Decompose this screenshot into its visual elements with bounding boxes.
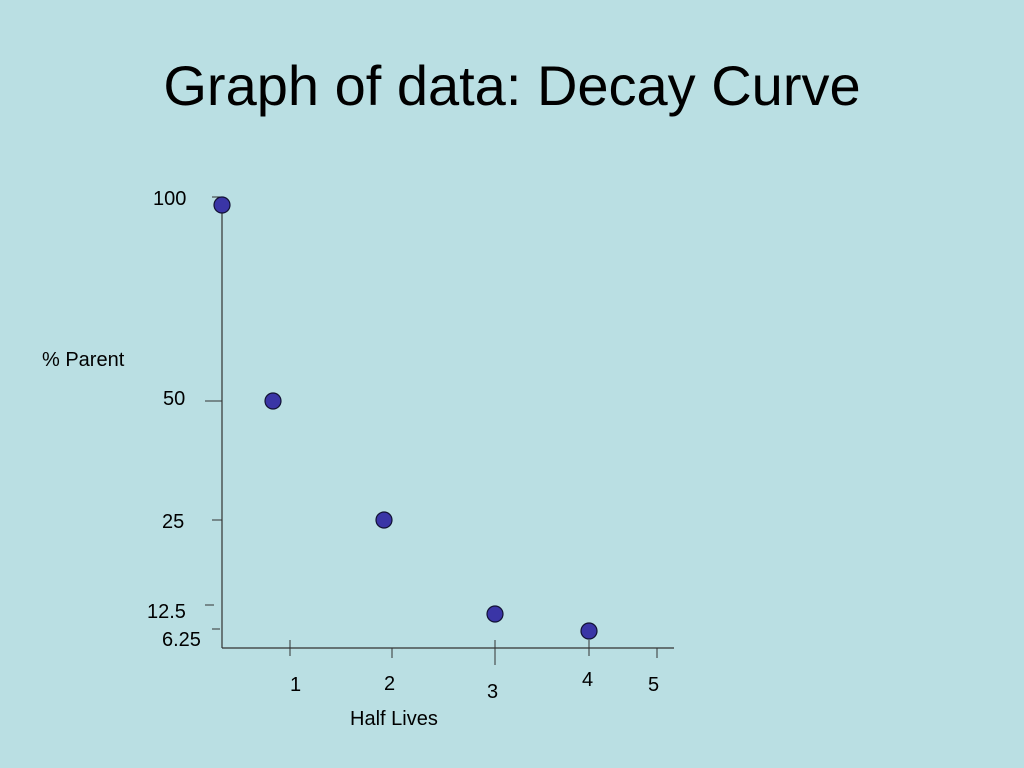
data-point bbox=[213, 196, 231, 214]
data-point bbox=[375, 511, 393, 529]
y-tick-label: 12.5 bbox=[147, 601, 186, 623]
axis-labels: % Parent Half Lives bbox=[42, 349, 438, 730]
x-tick-label: 2 bbox=[384, 673, 395, 695]
y-tick-label: 50 bbox=[163, 388, 185, 410]
x-tick-label: 4 bbox=[582, 669, 593, 691]
data-point bbox=[486, 605, 504, 623]
axes bbox=[221, 200, 674, 649]
ticks: 100 50 25 12.5 6.25 1 2 3 4 5 bbox=[147, 188, 659, 703]
x-tick-label: 5 bbox=[648, 674, 659, 696]
y-tick-label: 6.25 bbox=[162, 629, 201, 651]
x-tick-label: 3 bbox=[487, 681, 498, 703]
data-points bbox=[213, 196, 598, 640]
y-axis-label: % Parent bbox=[42, 349, 125, 371]
data-point bbox=[580, 622, 598, 640]
slide-title: Graph of data: Decay Curve bbox=[163, 54, 861, 117]
data-point bbox=[264, 392, 282, 410]
x-tick-label: 1 bbox=[290, 674, 301, 696]
y-tick-label: 25 bbox=[162, 511, 184, 533]
x-axis-label: Half Lives bbox=[350, 708, 438, 730]
y-tick-label: 100 bbox=[153, 188, 186, 210]
